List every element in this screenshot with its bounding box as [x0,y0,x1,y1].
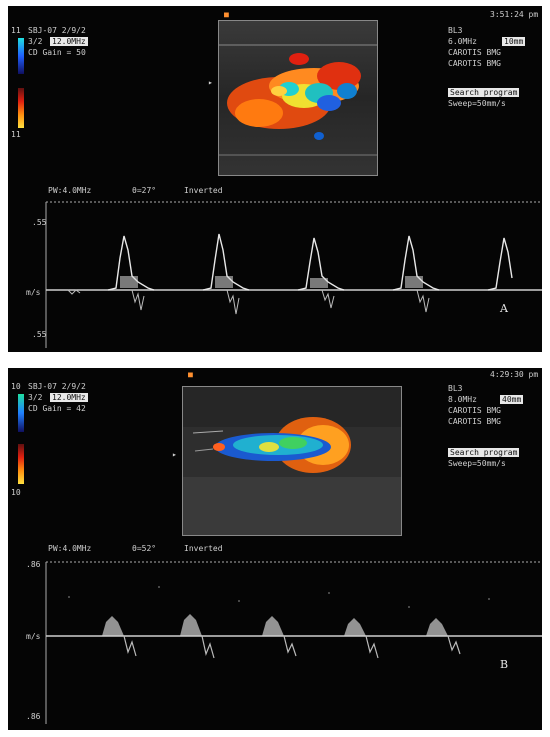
y-axis-bottom: .86 [26,712,41,721]
patient-id: SBJ-07 2/9/2 [28,26,86,35]
depth-box: 10mm [502,37,526,46]
frequency-box: 12.0MHz [50,393,88,402]
scale-top-label: 10 [11,382,21,391]
color-doppler-image [218,20,378,176]
y-axis-unit: m/s [26,288,41,297]
exam-type-1: CAROTIS BMG [448,406,501,415]
y-axis-top: .86 [26,560,41,569]
preset-ratio: 3/2 [28,37,43,46]
scale-bottom-label: 11 [11,130,21,139]
inverted-label: Inverted [184,186,223,195]
inverted-label: Inverted [184,544,223,553]
panel-label: B [500,658,509,671]
patient-id: SBJ-07 2/9/2 [28,382,86,391]
probe-frequency: 6.0MHz [448,37,477,46]
depth-box: 40mm [500,395,524,404]
doppler-angle: θ=52° [132,544,157,553]
doppler-spectrum [8,556,542,728]
timestamp: 3:51:24 pm [490,10,539,19]
exam-type-1: CAROTIS BMG [448,48,501,57]
velocity-scale-blue [18,394,24,432]
frequency-box: 12.0MHz [50,37,88,46]
doppler-panel-b: 10 10 SBJ-07 2/9/2 3/2 12.0MHz CD Gain =… [8,368,542,730]
exam-type-2: CAROTIS BMG [448,417,501,426]
preset-ratio: 3/2 [28,393,43,402]
depth-marker: ▸ [172,450,177,459]
probe: BL3 [448,384,463,393]
pw-frequency: PW:4.0MHz [48,186,92,195]
velocity-scale-red [18,444,24,484]
timestamp: 4:29:30 pm [490,370,539,379]
doppler-spectrum [8,198,542,352]
y-axis-top: .55 [32,218,47,227]
velocity-scale-red [18,88,24,128]
velocity-scale-blue [18,38,24,74]
mode-box: Search program [448,448,520,457]
doppler-angle: θ=27° [132,186,157,195]
focus-marker: ■ [224,10,229,19]
focus-marker: ■ [188,370,193,379]
color-doppler-image [182,386,402,536]
depth-marker: ▸ [208,78,213,87]
pw-frequency: PW:4.0MHz [48,544,92,553]
cd-gain: CD Gain = 50 [28,48,86,57]
probe: BL3 [448,26,463,35]
scale-top-label: 11 [11,26,21,35]
sweep-speed: Sweep=50mm/s [448,459,506,468]
y-axis-unit: m/s [26,632,41,641]
sweep-speed: Sweep=50mm/s [448,99,506,108]
cd-gain: CD Gain = 42 [28,404,86,413]
mode-box: Search program [448,88,520,97]
exam-type-2: CAROTIS BMG [448,59,501,68]
panel-label: A [500,302,508,315]
probe-frequency: 8.0MHz [448,395,477,404]
y-axis-bottom: .55 [32,330,47,339]
scale-bottom-label: 10 [11,488,21,497]
doppler-panel-a: 11 11 SBJ-07 2/9/2 3/2 12.0MHz CD Gain =… [8,6,542,352]
